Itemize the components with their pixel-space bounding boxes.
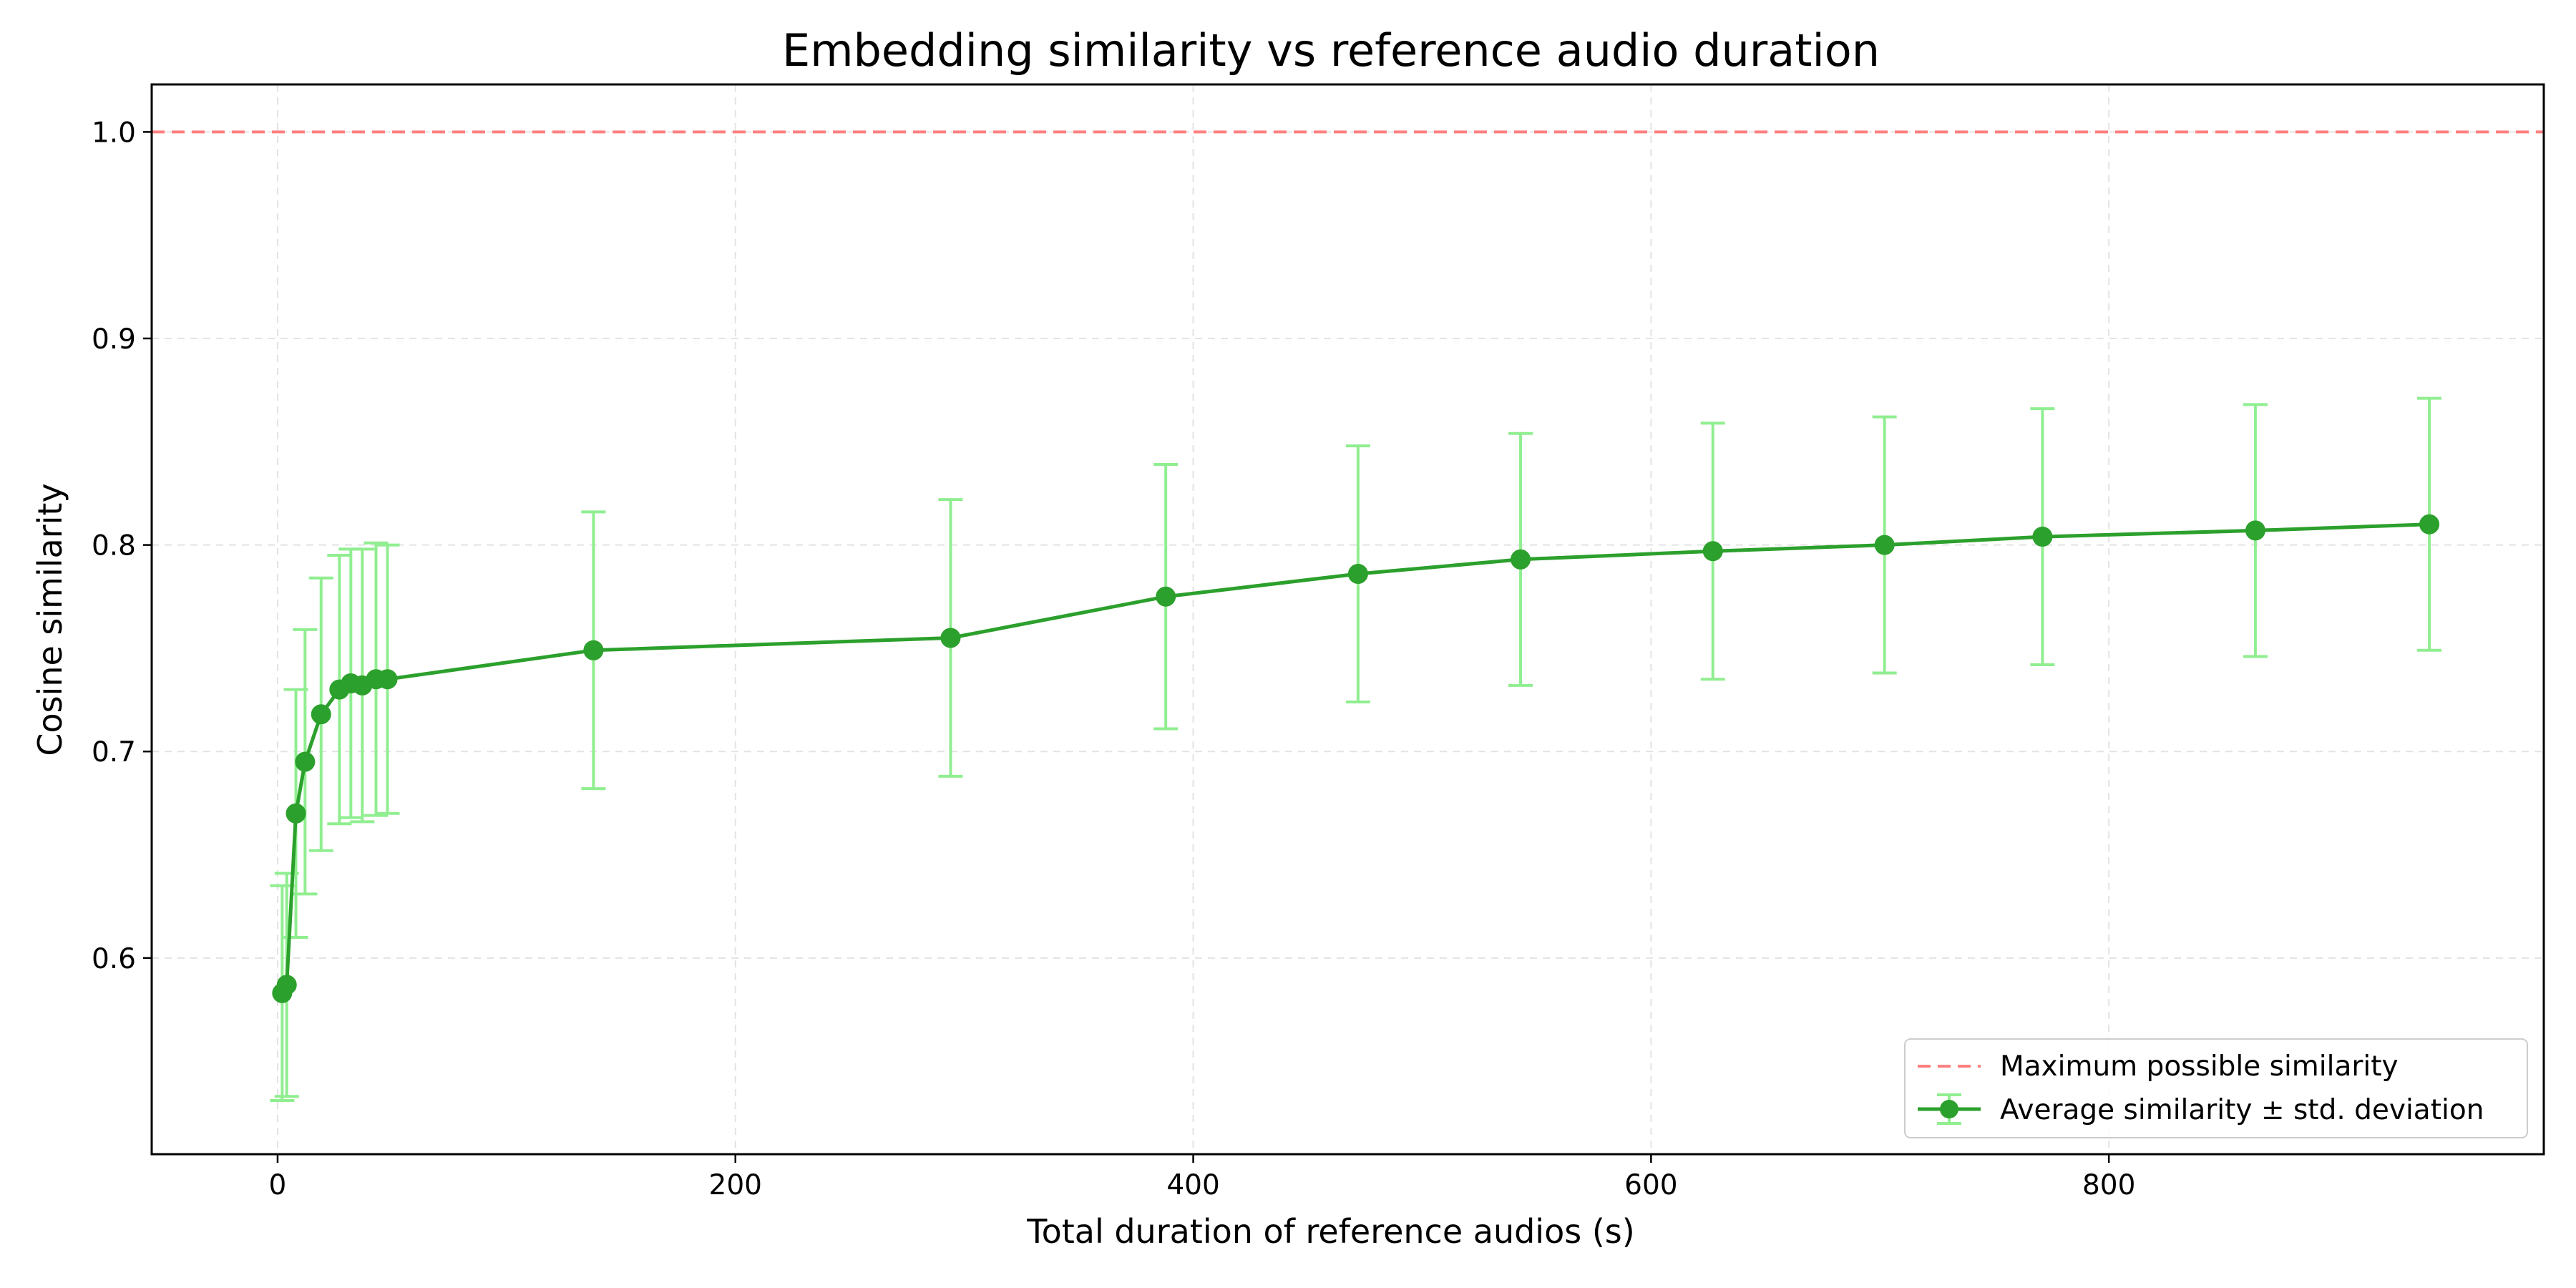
data-point — [1511, 549, 1531, 570]
x-tick-label: 200 — [709, 1169, 762, 1201]
x-axis-label: Total duration of reference audios (s) — [1026, 1212, 1634, 1251]
grid — [152, 84, 2544, 1154]
data-point — [286, 803, 306, 824]
x-axis-ticks: 0 200 400 600 800 — [269, 1154, 2135, 1201]
data-point — [377, 669, 398, 690]
y-tick-label: 0.9 — [92, 323, 136, 356]
series-line-layer — [280, 522, 2430, 995]
y-tick-label: 0.6 — [92, 943, 136, 975]
data-point — [2032, 527, 2053, 547]
data-point — [1874, 535, 1895, 555]
data-point — [940, 628, 961, 648]
series-line — [280, 522, 2430, 995]
data-point — [311, 704, 331, 725]
x-tick-label: 0 — [269, 1169, 287, 1201]
legend-reference-label: Maximum possible similarity — [2000, 1050, 2399, 1083]
legend-series-marker — [1940, 1100, 1958, 1118]
error-bars — [270, 396, 2442, 1102]
y-axis-ticks: 0.6 0.7 0.8 0.9 1.0 — [92, 117, 152, 975]
x-tick-label: 800 — [2082, 1169, 2135, 1201]
chart-title: Embedding similarity vs reference audio … — [782, 24, 1880, 77]
y-axis-label: Cosine similarity — [31, 483, 69, 756]
data-points — [272, 514, 2440, 1003]
data-point — [2419, 514, 2440, 535]
legend: Maximum possible similarity Average simi… — [1904, 1038, 2528, 1138]
y-tick-label: 1.0 — [92, 117, 136, 149]
data-point — [2245, 520, 2265, 541]
data-point — [583, 640, 604, 660]
x-tick-label: 400 — [1166, 1169, 1219, 1201]
data-point — [1702, 541, 1723, 562]
plot-frame — [150, 83, 2545, 1156]
y-tick-label: 0.7 — [92, 736, 136, 769]
y-tick-label: 0.8 — [92, 530, 136, 562]
x-tick-label: 600 — [1624, 1169, 1677, 1201]
legend-series-label: Average similarity ± std. deviation — [2000, 1094, 2484, 1126]
data-point — [1156, 586, 1176, 607]
legend-box — [1904, 1038, 2528, 1138]
data-point — [276, 975, 297, 995]
data-point — [295, 751, 316, 772]
data-point — [1347, 564, 1368, 585]
